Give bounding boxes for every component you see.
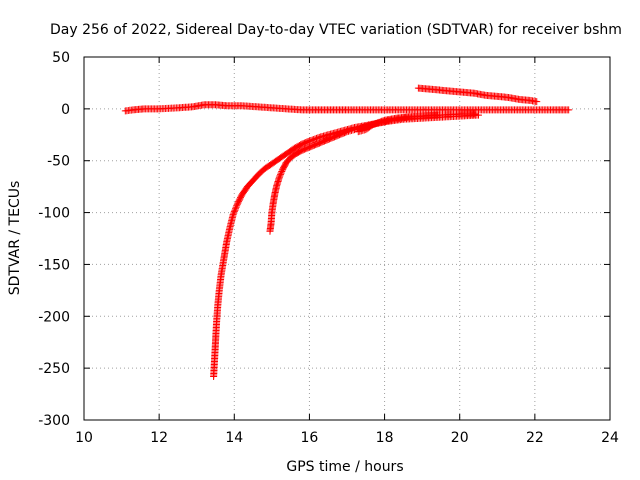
- x-tick-label: 14: [225, 430, 243, 446]
- y-tick-label: 50: [52, 50, 70, 66]
- x-axis-title: GPS time / hours: [286, 459, 403, 475]
- plot-frame: [83, 56, 611, 421]
- x-tick-label: 24: [601, 430, 619, 446]
- data-point: [229, 211, 237, 219]
- data-point: [277, 169, 285, 177]
- data-point: [475, 111, 482, 119]
- series-layer: [121, 84, 573, 380]
- series-0: [121, 101, 573, 115]
- x-tick-label: 20: [451, 430, 469, 446]
- series-4: [414, 84, 541, 106]
- data-point: [230, 209, 238, 217]
- data-point: [276, 172, 284, 180]
- y-tick-label: 0: [61, 102, 70, 118]
- x-tick-labels: 10 12 14 16 18 20 22 24: [75, 430, 619, 446]
- data-point: [565, 106, 573, 114]
- x-tick-label: 12: [150, 430, 168, 446]
- x-tick-label: 16: [301, 430, 319, 446]
- y-tick-label: -100: [38, 206, 70, 222]
- y-tick-label: -300: [38, 413, 70, 429]
- y-tick-labels: 50 0 -50 -100 -150 -200 -250 -300: [38, 50, 70, 429]
- data-point: [277, 170, 285, 178]
- data-point: [232, 205, 240, 213]
- chart-title: Day 256 of 2022, Sidereal Day-to-day VTE…: [50, 22, 622, 38]
- x-tick-label: 10: [75, 430, 93, 446]
- series-2: [266, 111, 441, 235]
- x-tick-label: 22: [526, 430, 544, 446]
- x-tick-label: 18: [376, 430, 394, 446]
- data-point: [275, 173, 283, 181]
- data-point: [471, 110, 479, 118]
- y-tick-label: -150: [38, 257, 70, 273]
- data-point: [231, 206, 239, 214]
- data-point: [230, 208, 238, 216]
- ticks-layer: [83, 56, 611, 421]
- y-tick-label: -250: [38, 361, 70, 377]
- data-point: [533, 98, 541, 106]
- series-3: [354, 110, 479, 136]
- y-tick-label: -50: [47, 154, 70, 170]
- data-point: [232, 203, 240, 211]
- y-axis-title: SDTVAR / TECUs: [7, 181, 23, 296]
- series-1: [210, 111, 482, 380]
- y-tick-label: -200: [38, 309, 70, 325]
